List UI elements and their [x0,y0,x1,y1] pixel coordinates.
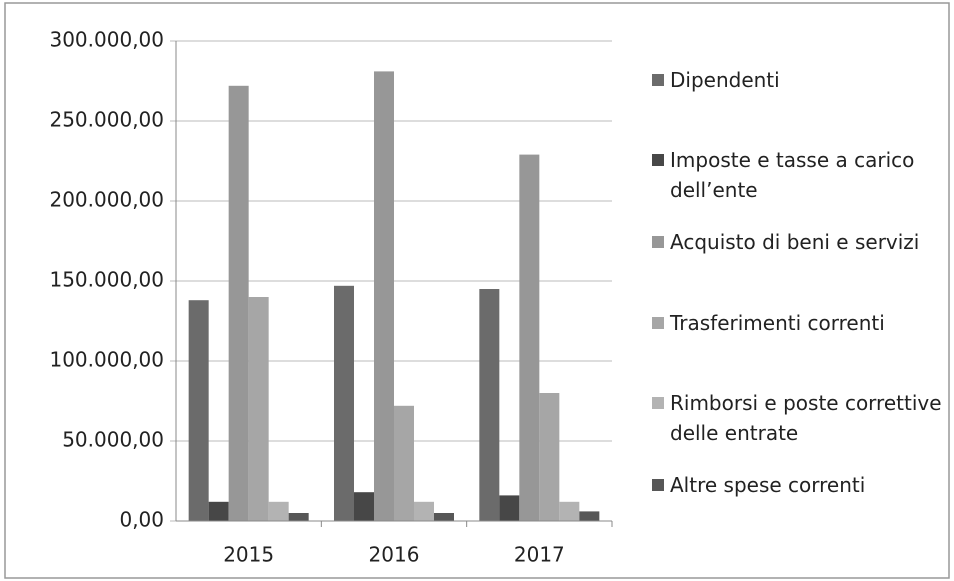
bar [248,297,269,521]
legend-item: Altre spese correnti [652,470,947,500]
legend-swatch [652,317,664,329]
chart-frame [4,2,950,579]
bar [539,393,560,521]
legend-label: Rimborsi e poste correttive delle entrat… [670,391,942,445]
bar [268,501,289,521]
bar [288,513,309,521]
y-tick-label: 0,00 [119,508,164,532]
legend-label: Imposte e tasse a carico dell’ente [670,148,915,202]
legend-swatch [652,154,664,166]
bar [414,501,434,521]
bar [499,495,520,521]
bar [559,501,580,521]
bar [374,71,394,522]
legend-item: Acquisto di beni e servizi [652,227,947,257]
bar [334,285,354,521]
bar [208,501,229,521]
x-tick-label: 2015 [223,543,274,567]
y-tick-label: 300.000,00 [49,28,164,52]
x-tick-label: 2017 [514,543,565,567]
bar [354,492,374,521]
y-tick-label: 100.000,00 [49,348,164,372]
y-tick-label: 50.000,00 [62,428,164,452]
legend-label: Trasferimenti correnti [670,311,885,335]
bar [519,154,540,521]
x-tick-label: 2016 [369,543,420,567]
y-tick-label: 250.000,00 [49,108,164,132]
legend-swatch [652,397,664,409]
legend-item: Imposte e tasse a carico dell’ente [652,145,947,205]
legend-label: Acquisto di beni e servizi [670,230,920,254]
legend-item: Dipendenti [652,65,947,95]
bar [188,300,209,521]
legend-item: Trasferimenti correnti [652,308,947,338]
bar [228,85,249,522]
legend-swatch [652,236,664,248]
bar [394,405,414,521]
legend-label: Dipendenti [670,68,780,92]
y-tick-label: 150.000,00 [49,268,164,292]
legend-item: Rimborsi e poste correttive delle entrat… [652,388,947,448]
bar [579,511,600,521]
legend-swatch [652,479,664,491]
legend-label: Altre spese correnti [670,473,866,497]
bar [479,289,500,521]
legend-swatch [652,74,664,86]
y-tick-label: 200.000,00 [49,188,164,212]
bar [434,513,454,521]
